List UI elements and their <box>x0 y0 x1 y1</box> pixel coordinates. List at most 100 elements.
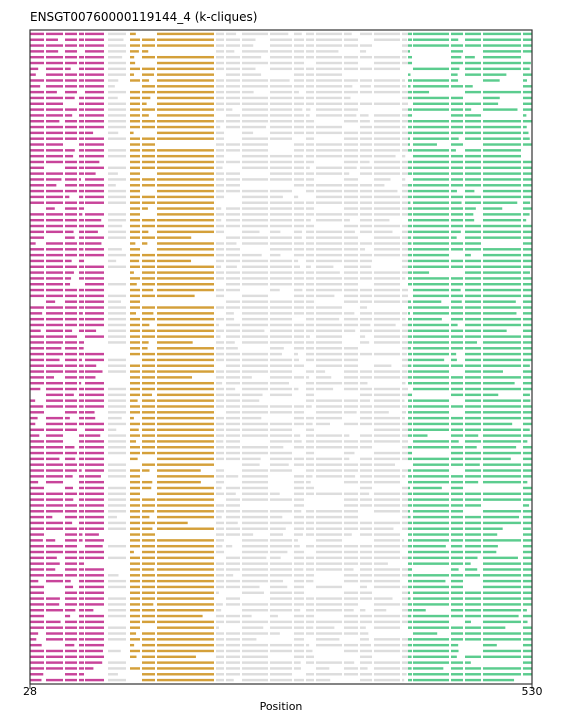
alignment-segment-magenta <box>79 44 84 47</box>
alignment-segment-gray <box>344 160 358 164</box>
alignment-segment-gray <box>306 114 310 117</box>
alignment-segment-gray <box>306 492 314 496</box>
alignment-segment-gray <box>360 224 372 228</box>
alignment-segment-magenta <box>30 399 36 402</box>
alignment-segment-magenta <box>79 626 84 629</box>
alignment-segment-green <box>523 195 532 199</box>
alignment-segment-gray <box>216 253 224 257</box>
alignment-segment-gray <box>270 446 284 449</box>
alignment-segment-magenta <box>65 556 77 560</box>
alignment-segment-green <box>523 306 532 309</box>
alignment-segment-gray <box>216 184 224 187</box>
alignment-segment-gray <box>316 312 342 315</box>
alignment-segment-magenta <box>79 399 84 402</box>
alignment-segment-green <box>413 614 449 618</box>
alignment-segment-gray <box>316 329 342 333</box>
alignment-segment-gray <box>402 568 408 571</box>
alignment-segment-gray <box>108 312 126 315</box>
alignment-segment-gray <box>108 259 117 263</box>
alignment-segment-magenta <box>65 300 77 303</box>
alignment-segment-gray <box>270 137 292 140</box>
alignment-segment-gray <box>270 585 288 589</box>
alignment-segment-gray <box>402 422 408 426</box>
alignment-segment-gray <box>108 44 126 47</box>
alignment-segment-gray <box>316 265 334 268</box>
alignment-segment-gray <box>306 242 314 245</box>
alignment-segment-magenta <box>30 85 41 88</box>
alignment-segment-gray <box>344 131 358 135</box>
alignment-segment-green <box>483 160 521 164</box>
alignment-segment-magenta <box>46 335 63 338</box>
alignment-segment-gray <box>108 434 126 437</box>
alignment-segment-green <box>451 265 463 268</box>
alignment-segment-green <box>483 533 498 536</box>
alignment-segment-gray <box>344 609 354 612</box>
alignment-segment-gray <box>316 463 342 466</box>
alignment-segment-gray <box>226 381 240 385</box>
alignment-segment-gray <box>306 184 314 187</box>
alignment-segment-magenta <box>85 306 104 309</box>
alignment-segment-green <box>408 160 412 164</box>
alignment-segment-gray <box>344 102 358 105</box>
alignment-segment-gray <box>294 347 304 350</box>
alignment-segment-gray <box>316 108 342 111</box>
alignment-segment-gray <box>108 201 126 204</box>
alignment-segment-gray <box>344 38 358 41</box>
alignment-segment-green <box>408 44 412 47</box>
alignment-segment-green <box>465 265 481 268</box>
alignment-segment-orange <box>157 480 201 484</box>
alignment-segment-gray <box>294 172 304 175</box>
alignment-segment-gray <box>242 131 254 135</box>
alignment-segment-gray <box>108 609 126 612</box>
alignment-segment-gray <box>242 638 257 641</box>
alignment-segment-orange <box>157 102 214 105</box>
alignment-segment-gray <box>294 283 304 286</box>
alignment-segment-orange <box>130 300 140 303</box>
alignment-segment-magenta <box>46 678 63 682</box>
alignment-segment-gray <box>306 306 314 309</box>
alignment-segment-magenta <box>30 154 44 158</box>
alignment-segment-green <box>483 201 518 204</box>
alignment-segment-magenta <box>46 114 63 117</box>
alignment-segment-magenta <box>46 312 63 315</box>
alignment-segment-magenta <box>30 510 44 513</box>
alignment-segment-gray <box>402 125 406 129</box>
alignment-segment-gray <box>226 422 240 426</box>
alignment-segment-gray <box>360 323 371 327</box>
alignment-segment-gray <box>226 283 240 286</box>
alignment-segment-gray <box>294 294 304 298</box>
alignment-segment-gray <box>344 44 358 47</box>
alignment-segment-magenta <box>79 143 84 146</box>
alignment-segment-gray <box>402 364 408 367</box>
alignment-segment-gray <box>374 166 400 170</box>
alignment-segment-magenta <box>46 632 63 635</box>
alignment-segment-magenta <box>65 44 77 47</box>
alignment-segment-green <box>465 230 481 234</box>
alignment-segment-green <box>483 213 521 216</box>
alignment-segment-orange <box>142 609 155 612</box>
alignment-segment-orange <box>157 585 214 589</box>
alignment-segment-magenta <box>85 504 104 507</box>
alignment-segment-gray <box>270 160 292 164</box>
alignment-segment-gray <box>344 32 352 36</box>
alignment-segment-green <box>465 90 481 94</box>
alignment-segment-green <box>451 108 463 111</box>
alignment-segment-gray <box>360 154 372 158</box>
alignment-segment-gray <box>402 515 408 519</box>
alignment-segment-orange <box>157 265 214 268</box>
alignment-segment-gray <box>226 457 240 461</box>
alignment-segment-magenta <box>46 469 63 472</box>
alignment-segment-gray <box>294 568 304 571</box>
alignment-segment-gray <box>374 457 400 461</box>
alignment-segment-gray <box>108 335 126 338</box>
alignment-segment-gray <box>216 585 224 589</box>
alignment-segment-gray <box>344 317 358 321</box>
alignment-segment-magenta <box>46 271 63 274</box>
alignment-segment-gray <box>270 341 292 344</box>
alignment-segment-orange <box>130 393 140 397</box>
alignment-segment-green <box>465 114 481 117</box>
alignment-segment-gray <box>344 387 358 391</box>
alignment-segment-gray <box>108 661 126 664</box>
alignment-segment-gray <box>316 230 342 234</box>
alignment-segment-gray <box>402 475 406 478</box>
